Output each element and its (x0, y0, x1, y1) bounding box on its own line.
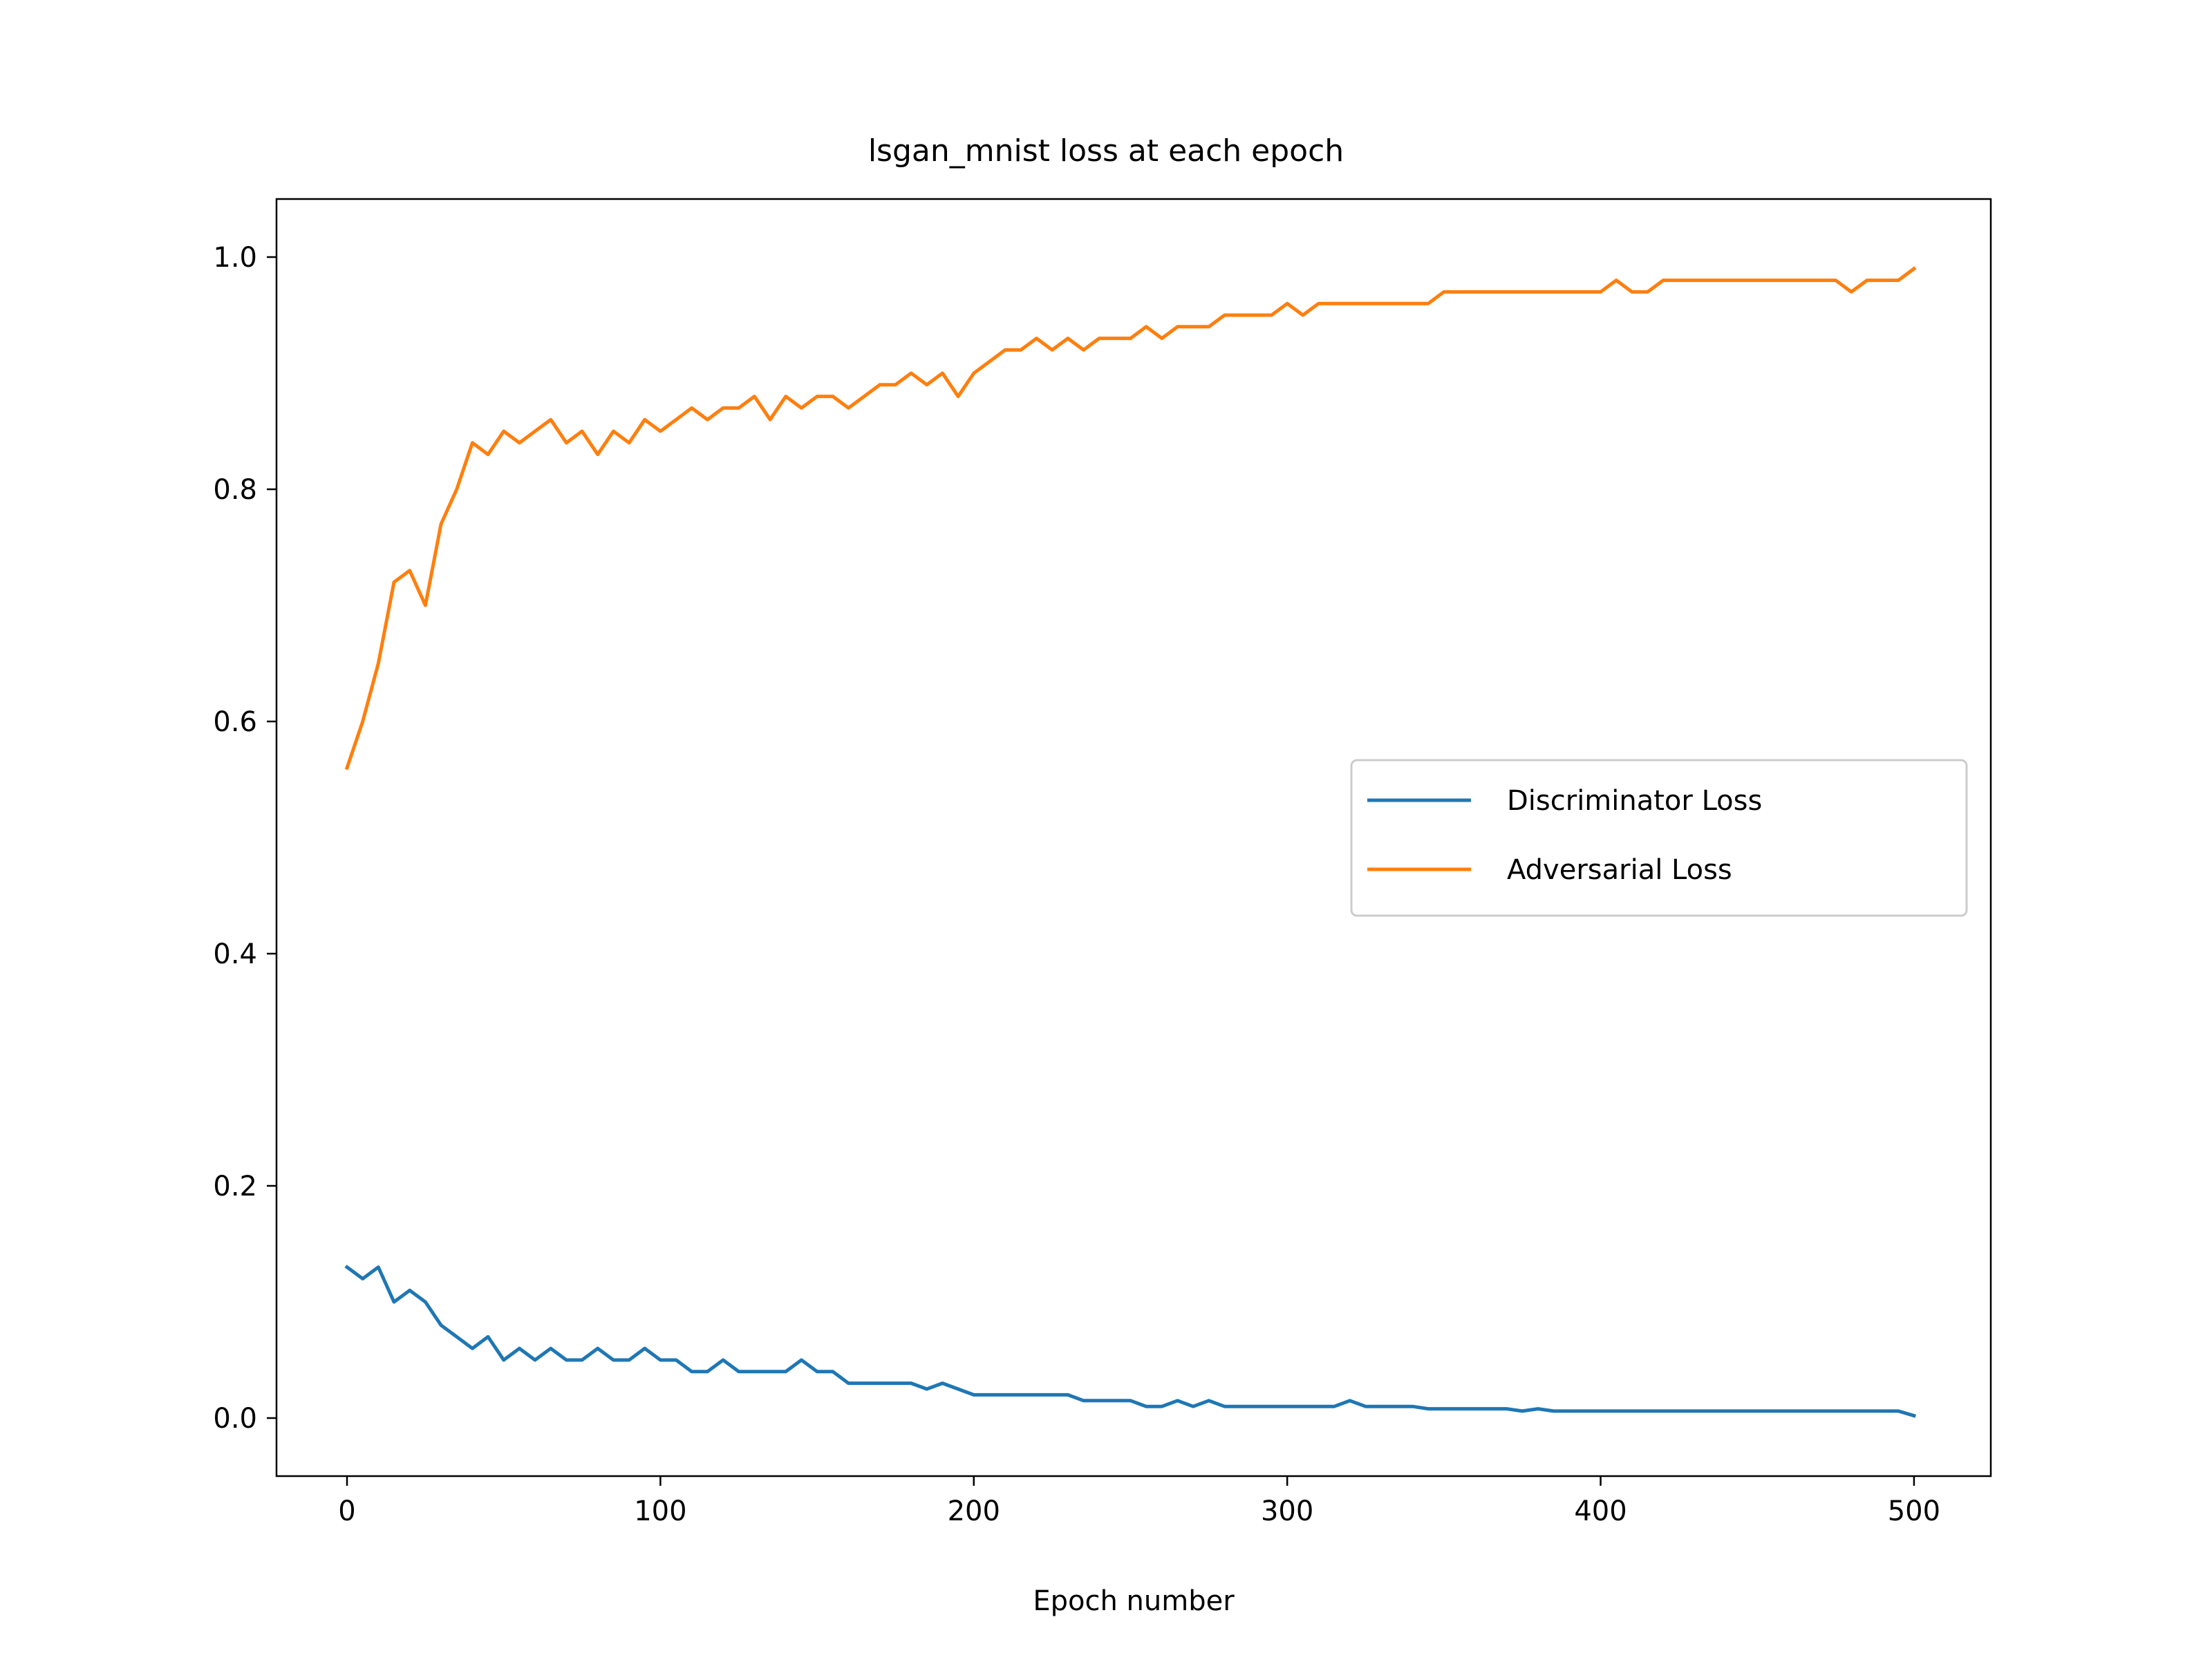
legend-label-discriminator: Discriminator Loss (1507, 785, 1762, 817)
legend: Discriminator Loss Adversarial Loss (1350, 759, 1968, 917)
y-tick-label: 0.2 (213, 1171, 257, 1202)
x-tick-label: 300 (1261, 1495, 1313, 1527)
y-tick-label: 0.6 (213, 706, 257, 738)
y-tick-label: 0.0 (213, 1403, 257, 1435)
tick-layer: 0 100 200 300 400 500 0.0 0.2 0.4 0.6 0.8 1.0 (213, 242, 1940, 1527)
x-axis-label: Epoch number (1033, 1585, 1235, 1617)
x-tick-label: 500 (1888, 1495, 1940, 1527)
y-tick-label: 1.0 (213, 242, 257, 274)
series-line-adversarial-loss (344, 266, 1917, 771)
y-tick-label: 0.4 (213, 938, 257, 970)
x-tick-label: 0 (338, 1495, 355, 1527)
plot-frame (275, 198, 1992, 1477)
x-tick-label: 100 (634, 1495, 686, 1527)
series-line-discriminator-loss (344, 1265, 1917, 1418)
x-tick-label: 400 (1574, 1495, 1627, 1527)
series-layer (344, 266, 1917, 1418)
legend-box (1350, 759, 1968, 917)
chart-title: lsgan_mnist loss at each epoch (868, 133, 1344, 169)
x-tick-label: 200 (948, 1495, 1000, 1527)
y-tick-label: 0.8 (213, 474, 257, 506)
legend-label-adversarial: Adversarial Loss (1507, 854, 1732, 886)
